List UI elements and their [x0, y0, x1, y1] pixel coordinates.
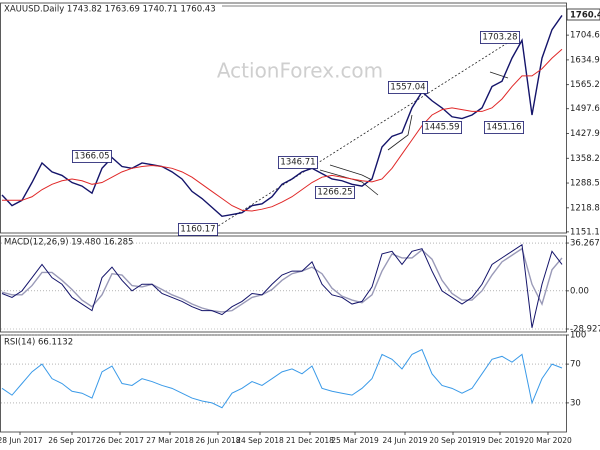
rsi-title: RSI(14) 66.1132 — [4, 338, 73, 348]
y-tick-label: -28.927 — [570, 325, 600, 335]
price-annotation: 1266.25 — [315, 186, 355, 199]
y-tick-label: 1288.55 — [570, 179, 600, 189]
price-panel — [0, 2, 567, 234]
annotation-box — [278, 156, 318, 169]
macd-title: MACD(12,26,9) 19.480 16.285 — [4, 238, 133, 248]
y-tick-label: 1497.60 — [570, 104, 600, 114]
y-tick-label: 1427.90 — [570, 129, 600, 139]
price-annotation: 1557.04 — [388, 81, 428, 94]
trendline — [214, 34, 521, 229]
series-line — [1, 15, 563, 218]
last-price-label: 1760.43 — [570, 11, 600, 21]
x-tick-label: 26 Dec 2017 — [96, 436, 144, 445]
y-tick-label: 1634.95 — [570, 55, 600, 65]
annotation-label: 1266.25 — [317, 188, 352, 198]
series-line — [1, 243, 563, 328]
price-annotation: 1703.28 — [480, 31, 520, 44]
annotation-label: 1160.17 — [180, 225, 215, 235]
annotation-label: 1703.28 — [482, 33, 517, 43]
annotation-label: 1346.71 — [280, 158, 315, 168]
price-annotation: 1445.59 — [422, 121, 462, 134]
trendline — [329, 164, 373, 181]
y-tick-label: 1151.15 — [570, 227, 600, 237]
last-price: 1760.43 — [566, 8, 600, 21]
x-tick-label: 26 Jun 2018 — [195, 436, 240, 445]
x-tick-label: 21 Dec 2018 — [286, 436, 334, 445]
x-tick-label: 20 Sep 2019 — [429, 436, 477, 445]
trendline — [387, 114, 413, 151]
trendline — [489, 71, 509, 79]
x-tick-label: 24 Jun 2019 — [382, 436, 427, 445]
last-price-box — [566, 8, 600, 21]
annotation-label: 1366.05 — [74, 152, 109, 162]
price-annotation: 1366.05 — [72, 150, 112, 163]
annotation-box — [480, 31, 520, 44]
annotation-label: 1445.59 — [424, 123, 459, 133]
annotation-box — [484, 121, 524, 134]
y-tick-label: 1358.20 — [570, 154, 600, 164]
x-tick-label: 25 Mar 2019 — [331, 436, 379, 445]
trendlines — [214, 34, 521, 229]
price-annotation: 1160.17 — [178, 223, 218, 236]
y-tick-label: 30 — [570, 398, 581, 408]
annotation-box — [422, 121, 462, 134]
annotation-box — [72, 150, 112, 163]
watermark: ActionForex.com — [217, 59, 383, 83]
x-tick-label: 26 Sep 2017 — [48, 436, 96, 445]
y-tick-label: 70 — [570, 360, 581, 370]
price-annotation: 1451.16 — [484, 121, 524, 134]
y-tick-label: 1218.80 — [570, 203, 600, 213]
macd-panel — [0, 235, 567, 333]
annotation-label: 1451.16 — [486, 123, 521, 133]
price-annotation: 1346.71 — [278, 156, 318, 169]
x-tick-label: 19 Dec 2019 — [476, 436, 524, 445]
annotation-box — [178, 223, 218, 236]
trendline — [319, 169, 379, 196]
annotation-box — [388, 81, 428, 94]
x-tick-label: 24 Sep 2018 — [236, 436, 284, 445]
y-tick-label: 100 — [570, 331, 586, 341]
x-tick-label: 28 Jun 2017 — [0, 436, 43, 445]
y-tick-label: 0.00 — [570, 286, 589, 296]
x-tick-label: 20 Mar 2020 — [524, 436, 572, 445]
annotation-box — [315, 186, 355, 199]
y-tick-label: 36.267 — [570, 239, 600, 249]
series-line — [1, 348, 563, 409]
y-tick-label: 1704.65 — [570, 31, 600, 41]
y-tick-label: 1565.25 — [570, 80, 600, 90]
x-tick-label: 27 Mar 2018 — [146, 436, 194, 445]
chart-title: XAUUSD.Daily 1743.82 1763.69 1740.71 176… — [4, 5, 216, 15]
annotation-label: 1557.04 — [390, 83, 425, 93]
series-line — [2, 48, 563, 212]
